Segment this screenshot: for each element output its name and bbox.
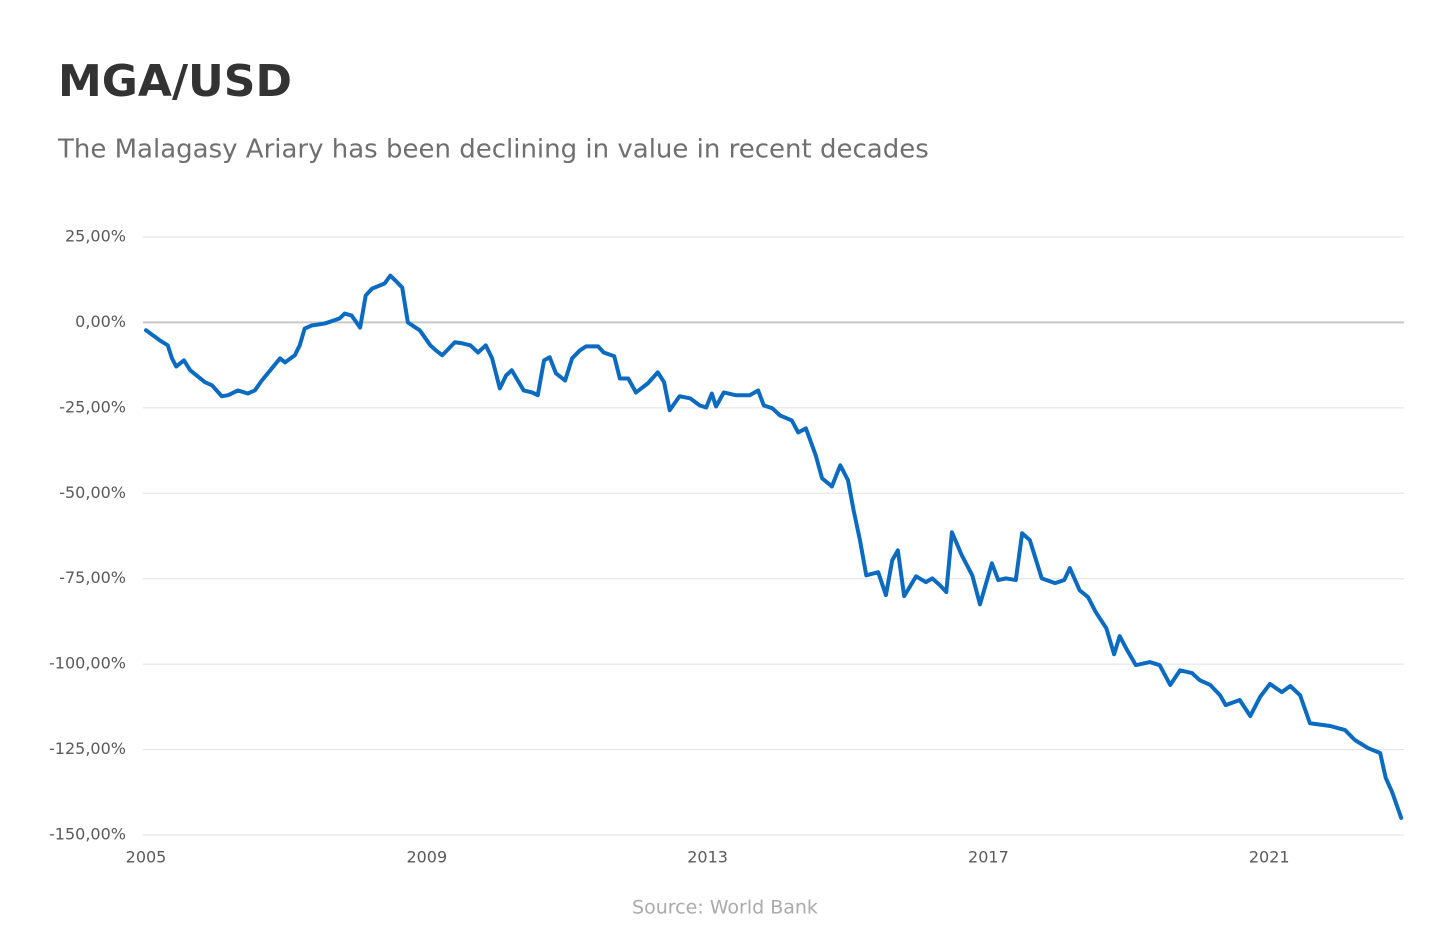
- y-tick-label: 25,00%: [65, 227, 126, 246]
- y-tick-label: -75,00%: [59, 568, 126, 587]
- y-tick-label: -25,00%: [59, 397, 126, 416]
- y-tick-label: -50,00%: [59, 483, 126, 502]
- x-tick-label: 2021: [1249, 848, 1290, 867]
- chart-subtitle: The Malagasy Ariary has been declining i…: [57, 135, 929, 165]
- y-tick-label: -125,00%: [49, 739, 126, 758]
- chart-title: MGA/USD: [58, 56, 292, 107]
- y-tick-label: -100,00%: [49, 654, 126, 673]
- data-line: [144, 273, 1404, 820]
- x-tick-label: 2009: [406, 848, 447, 867]
- y-tick-label: 0,00%: [75, 312, 126, 331]
- source-note: Source: World Bank: [632, 897, 818, 919]
- x-tick-label: 2017: [968, 848, 1009, 867]
- y-tick-label: -150,00%: [49, 825, 126, 844]
- x-tick-label: 2013: [687, 848, 728, 867]
- x-tick-label: 2005: [126, 848, 167, 867]
